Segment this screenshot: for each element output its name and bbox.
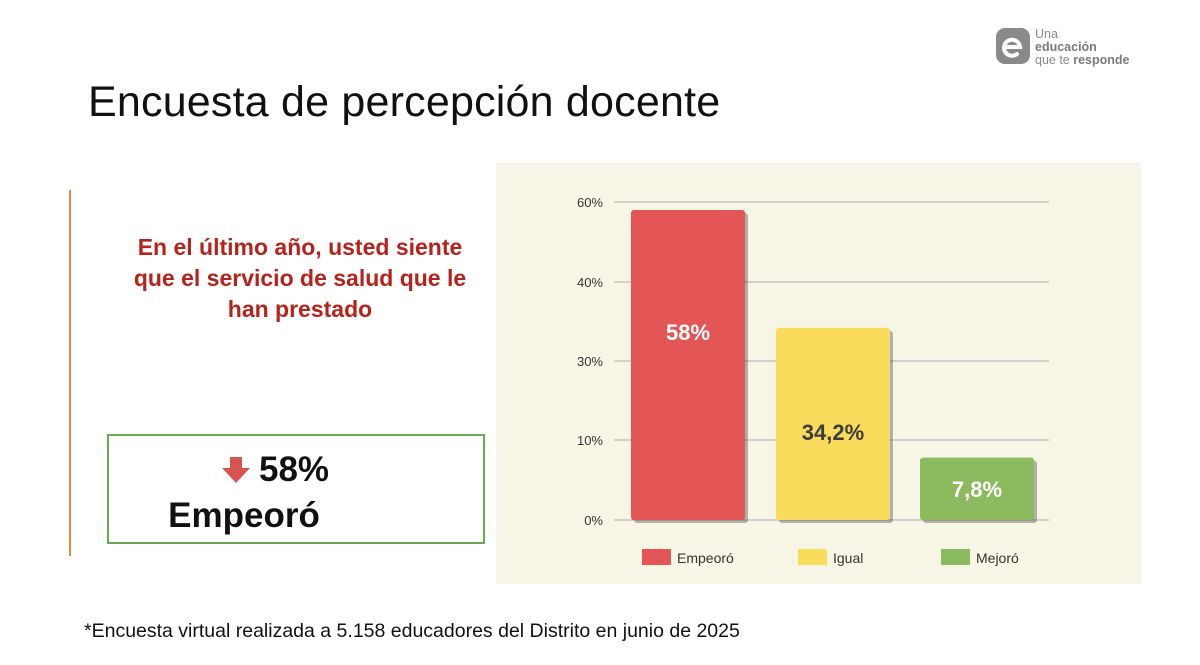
arrow-down-icon <box>222 457 250 483</box>
logo-text: Una educación que te responde <box>1035 28 1165 67</box>
logo-line-1: Una <box>1035 27 1058 41</box>
accent-divider <box>69 190 71 556</box>
bar-value-label: 58% <box>666 320 710 345</box>
y-tick-label: 10% <box>577 433 603 448</box>
chart-legend: Empeoró Igual Mejoró <box>642 549 1019 566</box>
logo-e-icon <box>996 28 1030 64</box>
bar-2 <box>776 327 890 520</box>
result-label: Empeoró <box>168 496 320 535</box>
chart-bars: 58% 34,2% 7,8% <box>631 210 1037 523</box>
chart-panel: 0% 10% 30% 40% 60% 58% 34,2% 7,8% Empeoró Igual… <box>496 163 1141 584</box>
bar-chart: 0% 10% 30% 40% 60% 58% 34,2% 7,8% Empeoró Igual… <box>577 195 1049 566</box>
bar-value-label: 7,8% <box>952 477 1002 502</box>
bar-3 <box>920 457 1034 520</box>
logo-line-3-bold: responde <box>1073 53 1130 67</box>
legend-swatch <box>941 549 970 565</box>
bar-value-label: 34,2% <box>802 420 864 445</box>
logo: Una educación que te responde <box>994 26 1164 74</box>
logo-line-2: educación <box>1035 40 1097 54</box>
legend-label: Igual <box>833 550 863 566</box>
y-tick-label: 30% <box>577 354 603 369</box>
legend-label: Empeoró <box>677 550 734 566</box>
survey-question: En el último año, usted siente que el se… <box>133 234 467 322</box>
result-value: 58% <box>259 450 330 489</box>
legend-swatch <box>642 549 671 565</box>
page-title: Encuesta de percepción docente <box>88 78 721 126</box>
y-tick-label: 0% <box>584 513 603 528</box>
y-tick-label: 60% <box>577 195 603 210</box>
legend-swatch <box>798 549 827 565</box>
logo-line-3-prefix: que te <box>1035 53 1074 67</box>
legend-label: Mejoró <box>976 550 1019 566</box>
bar-1 <box>631 210 745 520</box>
footnote: *Encuesta virtual realizada a 5.158 educ… <box>84 620 740 642</box>
chart-y-ticks: 0% 10% 30% 40% 60% <box>577 195 603 528</box>
y-tick-label: 40% <box>577 275 603 290</box>
result-highlight-box: 58% Empeoró <box>107 434 485 544</box>
